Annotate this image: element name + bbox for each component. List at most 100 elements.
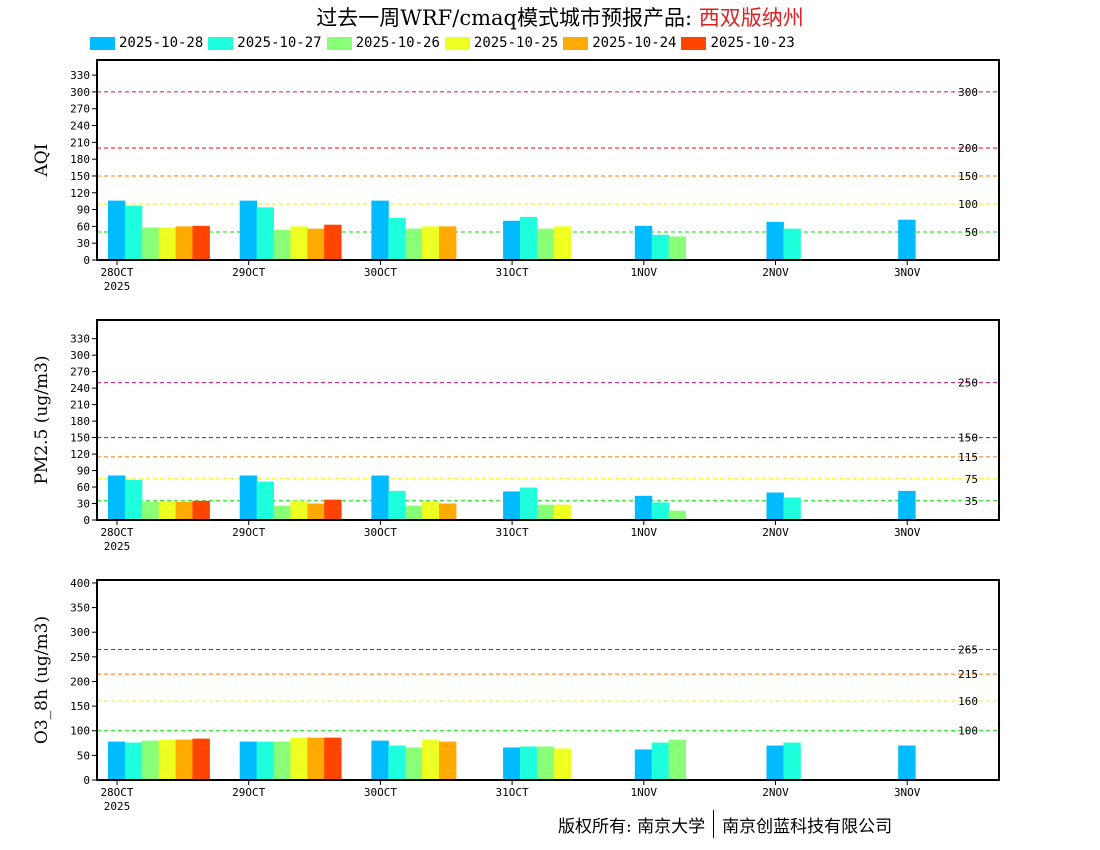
y-tick-label: 400	[70, 577, 90, 590]
y-tick-label: 330	[70, 333, 90, 346]
y-tick-label: 120	[70, 187, 90, 200]
bar-2025-10-28	[898, 745, 916, 780]
bar-2025-10-28	[634, 749, 653, 780]
bar-2025-10-26	[273, 741, 291, 780]
x-tick-label: 31OCT	[496, 786, 529, 799]
y-axis-label: AQI	[32, 144, 52, 178]
legend-swatch	[326, 36, 352, 50]
y-tick-label: 250	[70, 651, 90, 664]
threshold-label: 300	[958, 86, 978, 99]
y-tick-label: 270	[70, 366, 90, 379]
bar-2025-10-28	[371, 200, 389, 260]
x-tick-label: 28OCT	[100, 266, 133, 279]
x-tick-label: 28OCT	[100, 786, 133, 799]
x-tick-label: 30OCT	[364, 786, 397, 799]
bar-2025-10-28	[503, 491, 521, 520]
bar-2025-10-26	[273, 229, 291, 260]
bar-2025-10-27	[783, 742, 801, 780]
y-tick-label: 150	[70, 700, 90, 713]
legend-item: 2025-10-25	[444, 35, 559, 51]
bar-2025-10-23	[192, 738, 210, 780]
x-tick-label: 1NOV	[631, 526, 658, 539]
x-year-label: 2025	[104, 540, 131, 553]
y-tick-label: 240	[70, 382, 90, 395]
threshold-label: 35	[965, 495, 978, 508]
plot-frame	[96, 319, 1000, 521]
threshold-label: 50	[965, 226, 978, 239]
bar-2025-10-26	[668, 236, 686, 260]
bar-2025-10-28	[634, 495, 653, 520]
bar-2025-10-23	[324, 224, 342, 260]
y-tick-label: 30	[77, 237, 90, 250]
legend-label: 2025-10-25	[473, 35, 559, 51]
bar-2025-10-25	[290, 500, 308, 520]
footer-left: 版权所有: 南京大学	[558, 816, 706, 837]
bar-2025-10-27	[651, 234, 670, 260]
bar-2025-10-23	[324, 499, 342, 520]
bar-2025-10-27	[388, 745, 406, 780]
bar-2025-10-28	[108, 475, 126, 520]
legend-item: 2025-10-26	[326, 35, 440, 51]
bar-2025-10-25	[422, 739, 440, 780]
x-tick-label: 3NOV	[894, 526, 921, 539]
bar-2025-10-28	[108, 741, 126, 780]
y-tick-label: 100	[70, 725, 90, 738]
bar-2025-10-28	[239, 200, 258, 260]
bar-2025-10-28	[371, 740, 389, 780]
legend-item: 2025-10-24	[563, 35, 676, 51]
x-year-label: 2025	[104, 800, 131, 813]
bar-2025-10-24	[307, 503, 325, 520]
x-tick-label: 3NOV	[894, 786, 921, 799]
x-tick-label: 28OCT	[100, 526, 133, 539]
bar-2025-10-27	[388, 217, 406, 260]
title-text: 过去一周WRF/cmaq模式城市预报产品:	[316, 6, 699, 30]
bar-2025-10-25	[422, 226, 440, 260]
bar-2025-10-27	[783, 228, 801, 260]
threshold-label: 160	[958, 695, 978, 708]
y-tick-label: 0	[83, 514, 90, 527]
bar-2025-10-26	[536, 504, 555, 520]
bar-2025-10-28	[766, 492, 784, 520]
bar-2025-10-26	[668, 739, 686, 780]
y-tick-label: 300	[70, 349, 90, 362]
x-tick-label: 3NOV	[894, 266, 921, 279]
y-tick-label: 30	[77, 498, 90, 511]
y-tick-label: 90	[77, 465, 90, 478]
x-tick-label: 29OCT	[232, 786, 265, 799]
bar-2025-10-27	[651, 502, 670, 520]
bar-2025-10-24	[175, 226, 193, 260]
x-tick-label: 31OCT	[496, 266, 529, 279]
bar-2025-10-26	[536, 746, 555, 780]
bar-2025-10-24	[307, 737, 325, 780]
legend-swatch	[563, 36, 589, 50]
bar-2025-10-27	[388, 490, 406, 520]
bar-2025-10-26	[405, 505, 423, 520]
y-tick-label: 270	[70, 103, 90, 116]
y-tick-label: 350	[70, 602, 90, 615]
bar-2025-10-25	[158, 227, 177, 260]
bar-2025-10-25	[158, 501, 177, 520]
bar-2025-10-26	[141, 227, 160, 260]
bar-2025-10-27	[520, 216, 538, 260]
x-tick-label: 29OCT	[232, 266, 265, 279]
y-tick-label: 300	[70, 626, 90, 639]
bar-2025-10-28	[766, 745, 784, 780]
y-axis-label: O3_8h (ug/m3)	[32, 616, 52, 744]
threshold-label: 265	[958, 643, 978, 656]
threshold-label: 150	[958, 432, 978, 445]
x-tick-label: 1NOV	[631, 266, 658, 279]
legend-label: 2025-10-27	[237, 35, 322, 51]
x-tick-label: 2NOV	[762, 526, 789, 539]
copyright-footer: 版权所有: 南京大学 南京创蓝科技有限公司	[558, 810, 892, 838]
y-tick-label: 200	[70, 675, 90, 688]
y-tick-label: 120	[70, 448, 90, 461]
bar-2025-10-27	[783, 497, 801, 520]
legend-swatch	[90, 36, 115, 50]
x-tick-label: 31OCT	[496, 526, 529, 539]
bar-2025-10-27	[520, 746, 538, 780]
bar-2025-10-27	[124, 742, 143, 780]
title-location: 西双版纳州	[698, 6, 804, 30]
threshold-label: 215	[958, 668, 978, 681]
bar-2025-10-26	[141, 501, 160, 520]
y-tick-label: 0	[83, 774, 90, 787]
